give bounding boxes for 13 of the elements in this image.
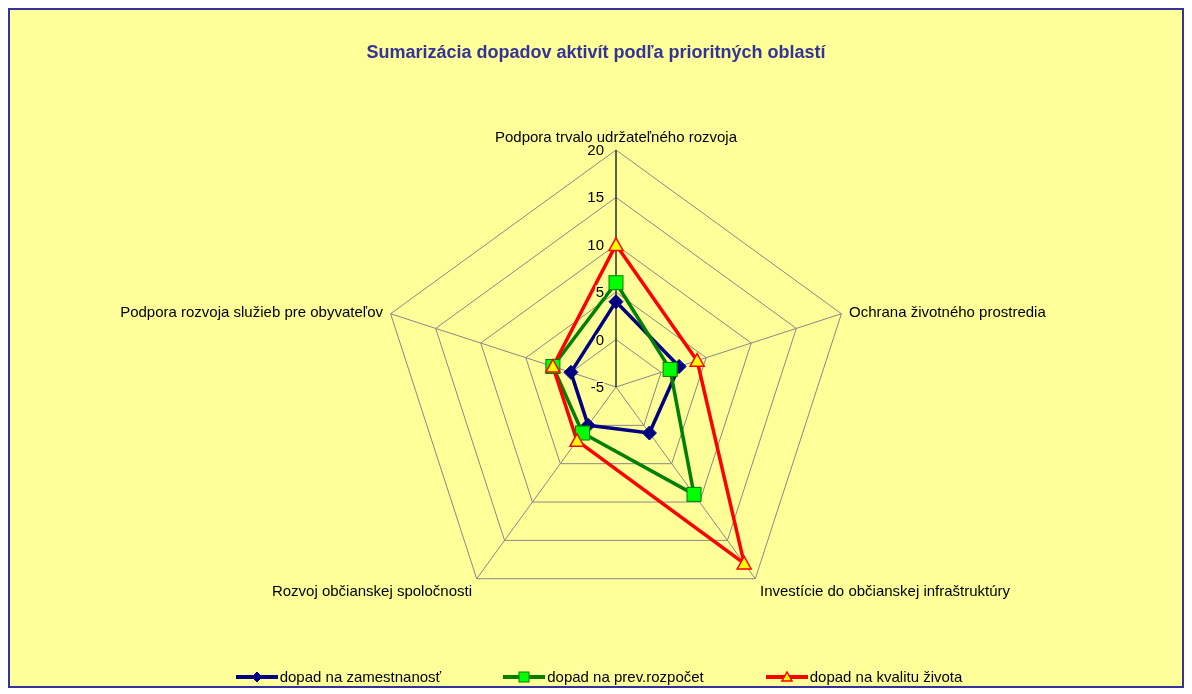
y-tick-label: 10 xyxy=(587,235,604,253)
y-tick-label: 0 xyxy=(595,330,604,348)
legend-label: dopad na zamestnanosť xyxy=(279,668,442,685)
y-tick-label: 5 xyxy=(595,283,604,301)
chart-title: Sumarizácia dopadov aktivít podľa prioritných oblastí xyxy=(365,42,827,63)
spoke-label: Rozvoj občianskej spoločnosti xyxy=(271,581,472,599)
legend-label: dopad na prev.rozpočet xyxy=(547,668,704,685)
spoke-label: Investície do občianskej infraštruktúry xyxy=(760,581,1011,599)
spoke-label: Ochrana životného prostredia xyxy=(849,302,1047,320)
y-tick-label: 15 xyxy=(587,188,604,206)
legend-label: dopad na kvalitu života xyxy=(809,668,963,685)
spoke-label: Podpora rozvoja služieb pre obyvateľov xyxy=(120,302,384,320)
y-tick-label: -5 xyxy=(590,378,604,395)
